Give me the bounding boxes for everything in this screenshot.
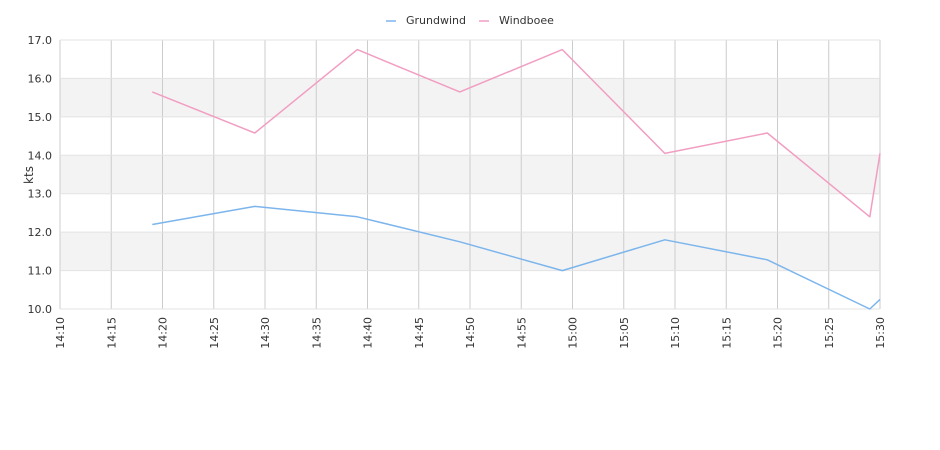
x-tick-label: 14:15 [105,317,118,349]
y-tick-label: 16.0 [28,72,53,85]
x-tick-label: 15:25 [823,317,836,349]
x-tick-label: 14:20 [157,317,170,349]
y-tick-label: 12.0 [28,226,53,239]
x-tick-label: 14:55 [515,317,528,349]
y-tick-label: 10.0 [28,303,53,316]
legend-label[interactable]: Windboee [499,14,554,27]
series-line-windboee [152,48,881,218]
horizontal-gridlines [60,39,880,310]
x-tick-label: 15:15 [720,317,733,349]
x-tick-label: 15:00 [567,317,580,349]
x-tick-label: 15:05 [618,317,631,349]
x-tick-label: 14:30 [259,317,272,349]
legend-label[interactable]: Grundwind [406,14,466,27]
y-axis-ticks: 10.0 11.0 12.0 13.0 14.0 15.0 16.0 17.0 [28,34,53,316]
x-tick-label: 14:45 [413,317,426,349]
legend: Grundwind Windboee [386,14,554,27]
y-tick-label: 13.0 [28,188,53,201]
y-tick-label: 14.0 [28,149,53,162]
series-line-grundwind [152,205,881,310]
x-tick-label: 14:25 [208,317,221,349]
vertical-gridlines [59,40,881,309]
y-axis-title: kts [22,166,36,184]
x-tick-label: 14:50 [464,317,477,349]
x-tick-label: 14:10 [54,317,67,349]
y-tick-label: 11.0 [28,265,53,278]
x-tick-label: 15:30 [874,317,887,349]
series-lines [152,48,881,310]
x-tick-label: 15:10 [669,317,682,349]
y-tick-label: 17.0 [28,34,53,47]
y-tick-label: 15.0 [28,111,53,124]
x-axis-ticks: 14:10 14:15 14:20 14:25 14:30 14:35 14:40 14:45… [54,317,887,349]
x-tick-label: 14:35 [310,317,323,349]
x-tick-label: 14:40 [362,317,375,349]
x-tick-label: 15:20 [772,317,785,349]
